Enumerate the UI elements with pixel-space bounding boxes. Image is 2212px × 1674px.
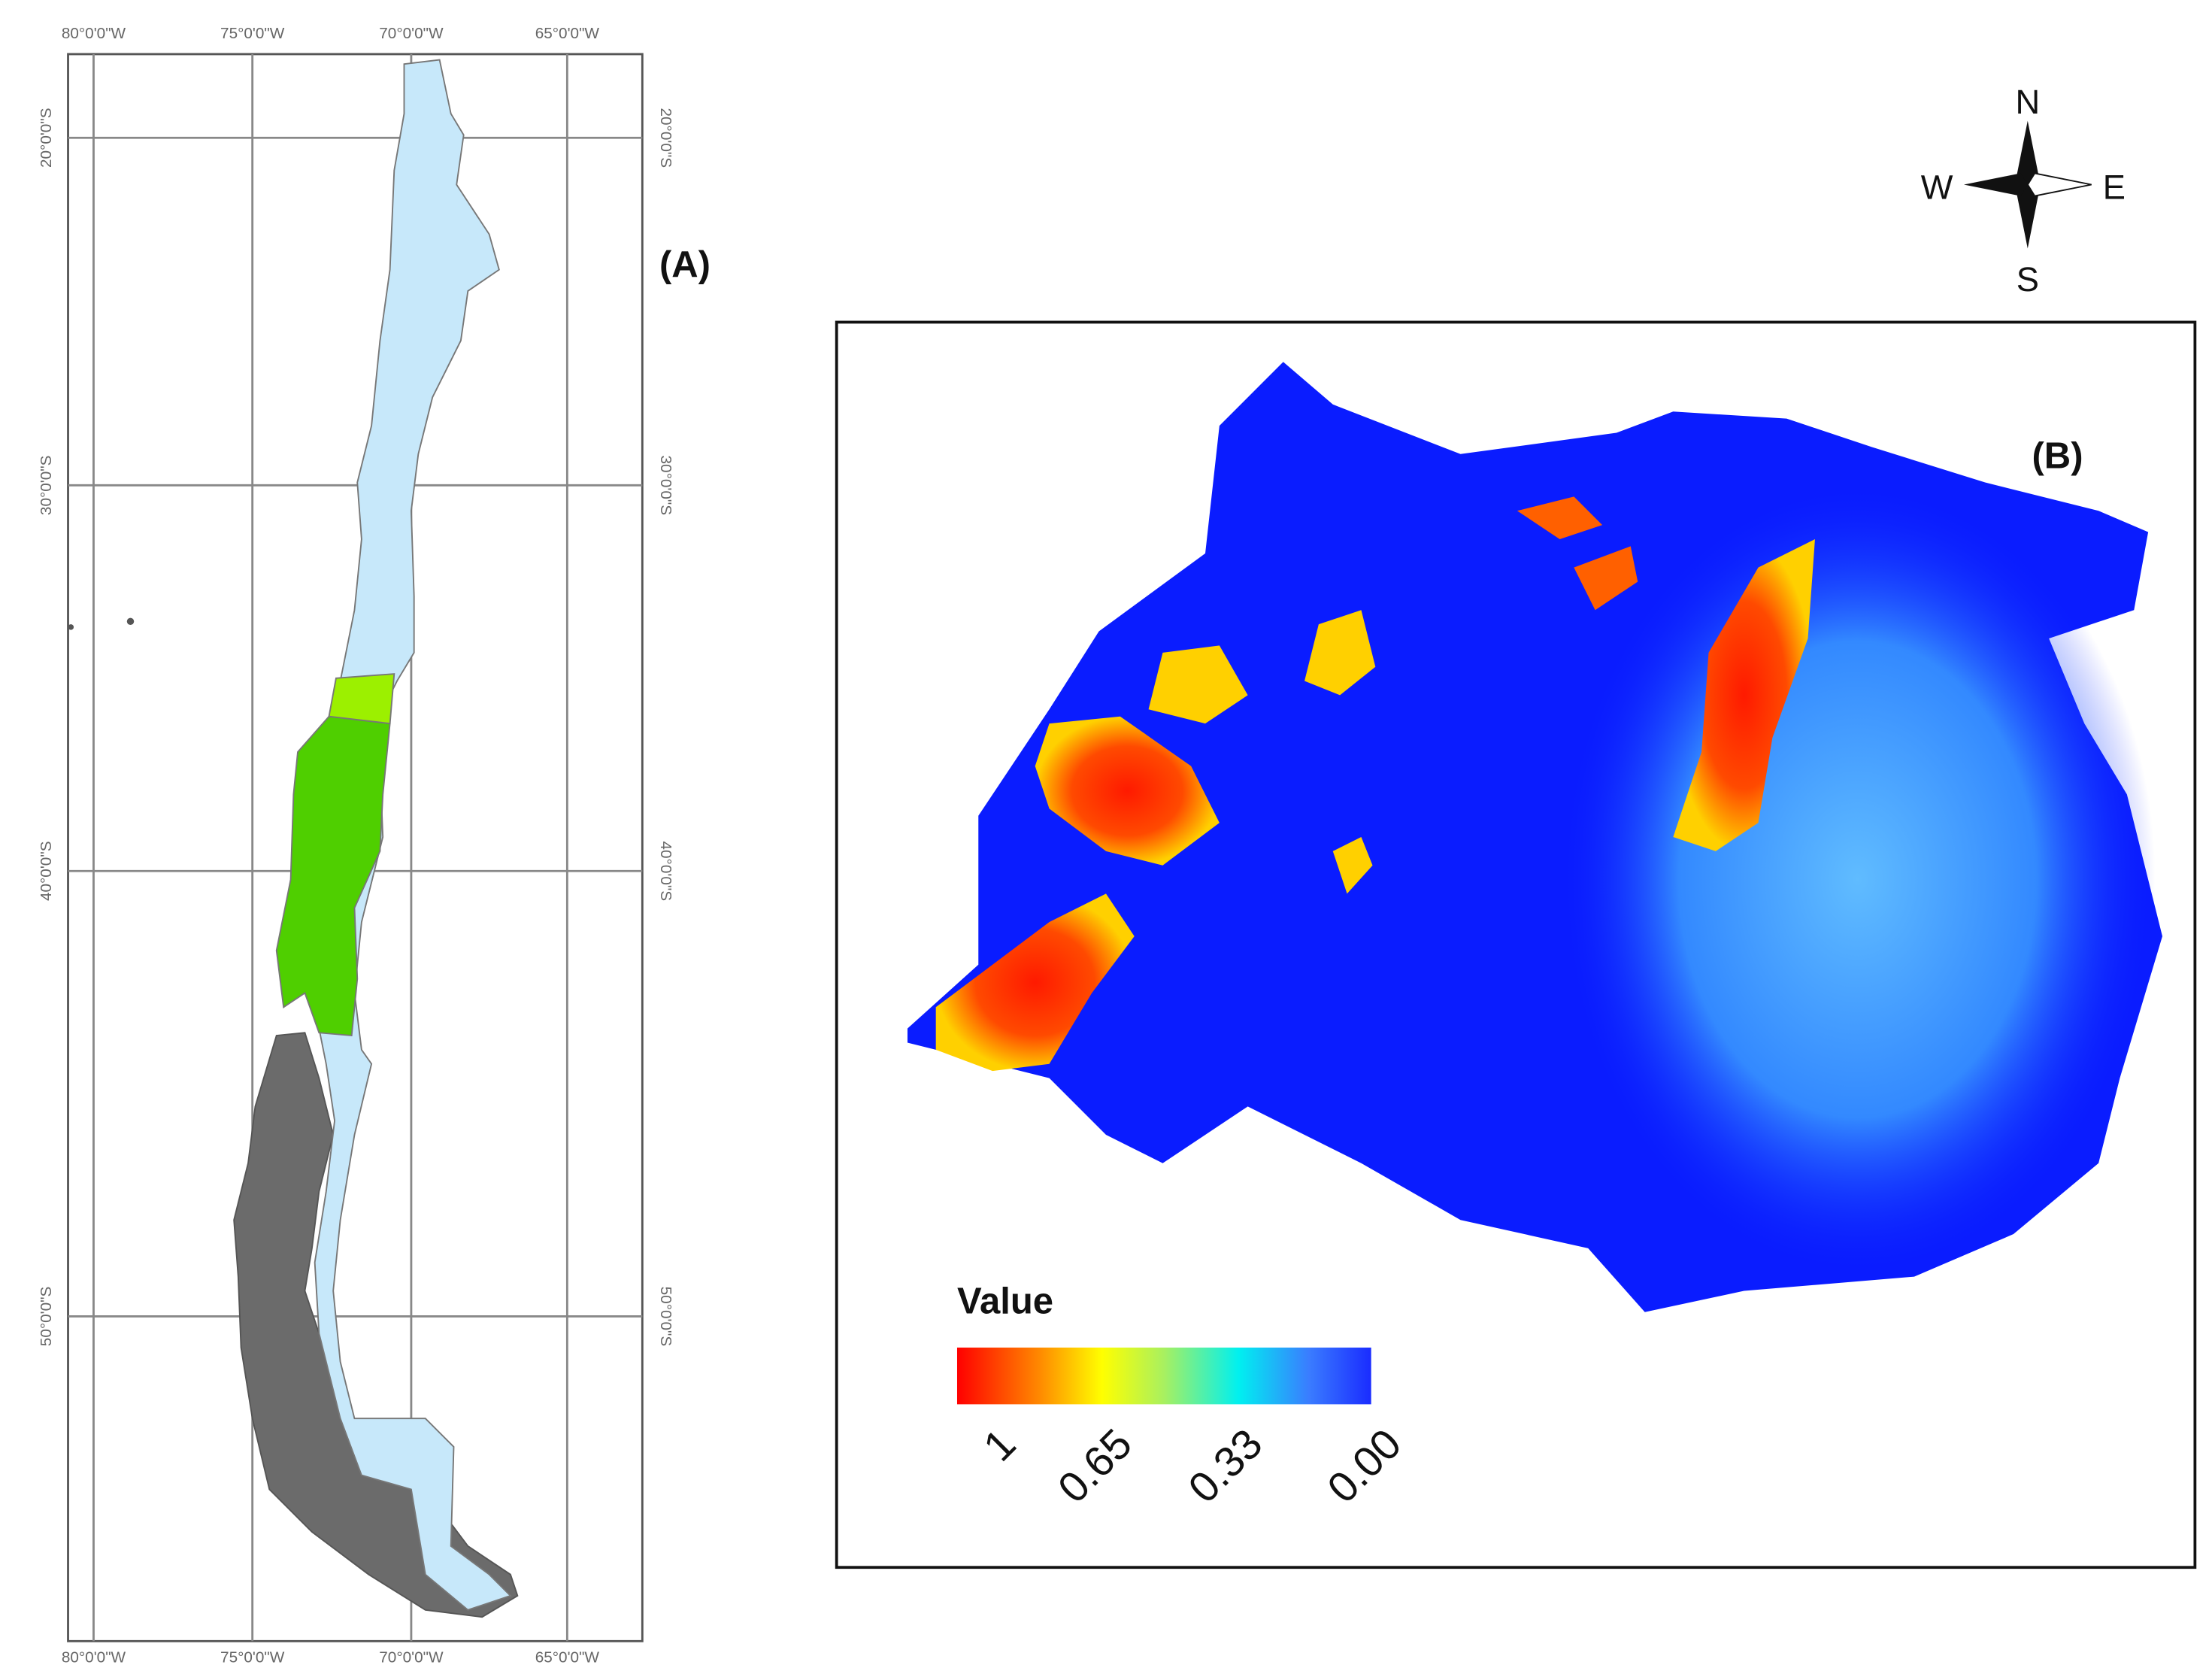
compass-s: S <box>2017 260 2039 299</box>
lon-label: 65°0'0"W <box>535 25 600 42</box>
colorbar <box>956 1347 1371 1405</box>
lon-label: 70°0'0"W <box>379 1649 444 1666</box>
lat-label: 40°0'0"S <box>657 841 674 901</box>
lon-label: 80°0'0"W <box>62 25 126 42</box>
lat-label: 30°0'0"S <box>38 456 55 516</box>
lat-label: 40°0'0"S <box>38 841 55 901</box>
lat-label: 20°0'0"S <box>38 108 55 168</box>
panel-label: (A) <box>659 244 711 285</box>
lat-label: 50°0'0"S <box>38 1287 55 1347</box>
lon-label: 70°0'0"W <box>379 25 444 42</box>
lon-label: 75°0'0"W <box>220 1649 285 1666</box>
graticule-labels: 80°0'0"W 75°0'0"W 70°0'0"W 65°0'0"W 80°0'0"W… <box>38 25 674 1666</box>
lat-label: 30°0'0"S <box>657 456 674 516</box>
lat-label: 20°0'0"S <box>657 108 674 168</box>
region-highlight-green <box>275 715 391 1037</box>
panel-a <box>67 53 644 1642</box>
lon-label: 65°0'0"W <box>535 1649 600 1666</box>
compass-e: E <box>2103 168 2126 206</box>
lon-label: 75°0'0"W <box>220 25 285 42</box>
lat-label: 50°0'0"S <box>657 1287 674 1347</box>
legend-title: Value <box>957 1281 1053 1322</box>
compass-w: W <box>1921 168 1953 206</box>
chile-south-islands <box>233 1032 519 1618</box>
compass-n: N <box>2015 83 2040 121</box>
north-arrow: N W E S <box>1921 83 2126 299</box>
panel-label: (B) <box>2032 436 2083 477</box>
lon-label: 80°0'0"W <box>62 1649 126 1666</box>
legend: Value <box>956 1281 1371 1405</box>
panel-b <box>835 320 2197 1569</box>
